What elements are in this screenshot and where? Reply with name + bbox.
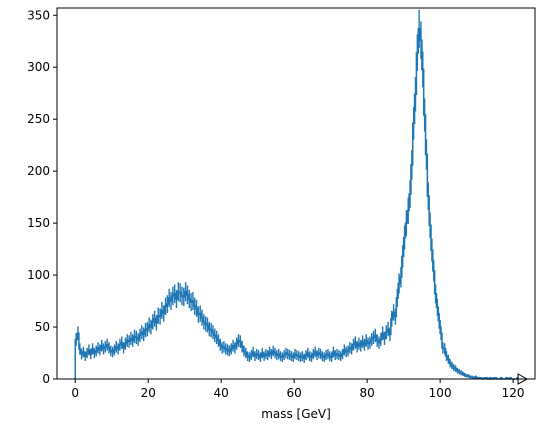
x-tick-label: 120: [502, 386, 525, 400]
y-tick-label: 300: [27, 60, 50, 74]
x-tick-label: 80: [360, 386, 375, 400]
x-tick-label: 40: [214, 386, 229, 400]
y-tick-label: 0: [42, 372, 50, 386]
x-axis-label: mass [GeV]: [261, 407, 331, 421]
histogram-step-series: [74, 9, 529, 385]
x-tick-label: 20: [141, 386, 156, 400]
x-tick-label: 0: [71, 386, 79, 400]
axes: 0 20 40 60 80 100 120 0 50 100 150 200 250 300 350: [27, 7, 536, 400]
histogram-step-line: [74, 28, 525, 380]
y-tick-label: 200: [27, 164, 50, 178]
y-tick-label: 50: [35, 320, 50, 334]
x-tick-label: 100: [429, 386, 452, 400]
axes-frame: [56, 7, 536, 380]
y-tick-label: 350: [27, 8, 50, 22]
x-tick-label: 60: [287, 386, 302, 400]
y-tick-label: 150: [27, 216, 50, 230]
y-tick-label: 100: [27, 268, 50, 282]
y-tick-label: 250: [27, 112, 50, 126]
